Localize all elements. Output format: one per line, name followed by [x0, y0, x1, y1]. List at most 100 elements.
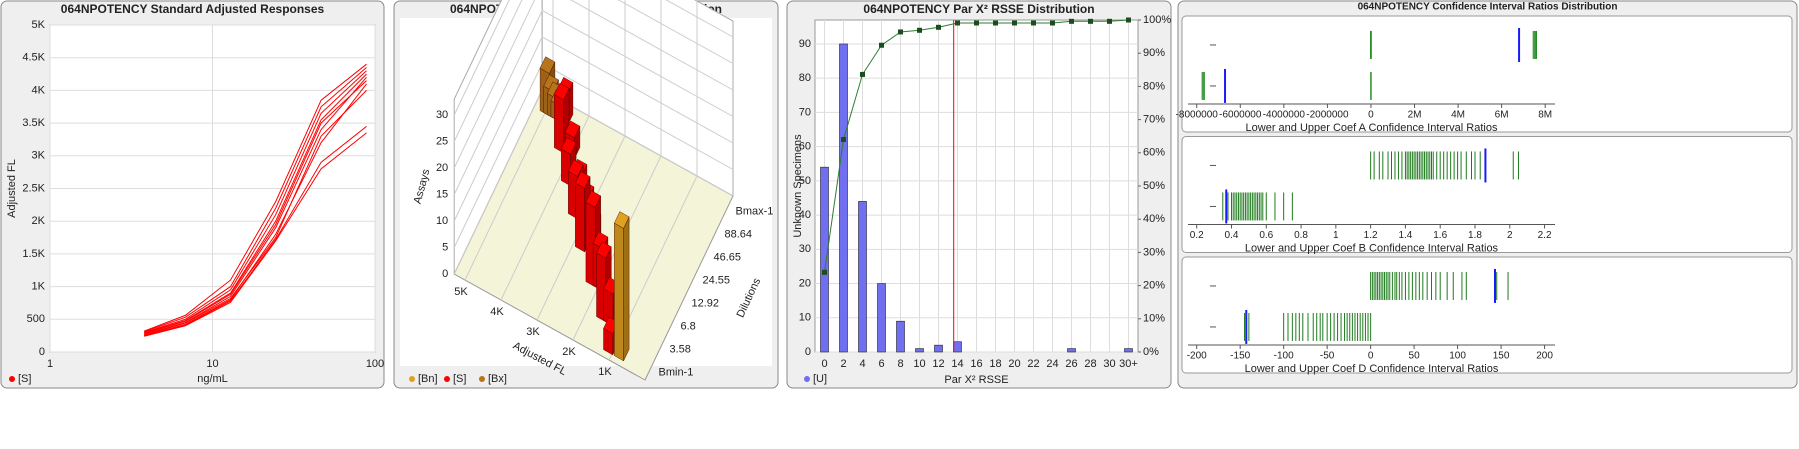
y2-tick-label: 70%: [1143, 114, 1165, 126]
y-tick-label: 1.5K: [22, 248, 45, 260]
z-tick-label: 25: [436, 135, 448, 147]
bar-face: [561, 137, 577, 155]
y-tick-label: 4K: [32, 84, 46, 96]
response-curve: [144, 90, 367, 336]
y2-tick-label: 0%: [1143, 346, 1159, 358]
x-tick-label: 2.2: [1538, 230, 1552, 241]
y-tick-label: 1K: [32, 281, 46, 293]
x-tick-label: 10: [913, 358, 925, 370]
x-tick-label: 200: [1536, 351, 1553, 362]
response-curve: [144, 73, 367, 334]
x-tick-label: 22: [1027, 358, 1039, 370]
bar-face: [614, 211, 630, 229]
cumulative-marker: [1107, 18, 1112, 24]
x-tick-label: 1.8: [1468, 230, 1482, 241]
bar: [858, 201, 867, 353]
bar: [820, 166, 829, 353]
bar: [915, 348, 924, 353]
response-curve: [144, 70, 367, 333]
x-tick-label: 0: [1368, 110, 1374, 121]
x-tick-label: 26: [1065, 358, 1077, 370]
y2-tick-label: 50%: [1143, 180, 1165, 192]
legend-label: [Bn]: [418, 373, 438, 385]
category-label: 3.58: [670, 343, 691, 355]
response-curve: [144, 76, 367, 335]
x-tick-label: 6: [878, 358, 884, 370]
bar: [614, 211, 630, 362]
y-tick-label: 30: [799, 243, 811, 255]
y-axis-label: Adjusted FL: [6, 159, 18, 218]
x-tick-label: -50: [1320, 351, 1335, 362]
grid-line: [453, 0, 734, 116]
x-tick-label: 30: [1103, 358, 1115, 370]
y2-tick-label: 90%: [1143, 47, 1165, 59]
x-tick-label: 28: [1084, 358, 1096, 370]
response-curve: [144, 132, 367, 337]
grid-line: [608, 1, 698, 361]
cumulative-marker: [917, 27, 922, 33]
bar-face: [614, 222, 624, 362]
grid-line: [536, 0, 626, 321]
subplot: [1181, 15, 1793, 133]
cumulative-marker: [898, 29, 903, 35]
x-tick-label: 10: [206, 358, 218, 370]
cumulative-marker: [841, 137, 846, 143]
y2-tick-label: 30%: [1143, 246, 1165, 258]
y-tick-label: 50: [799, 175, 811, 187]
y-tick-label: 0: [805, 346, 811, 358]
z-tick-label: 10: [436, 215, 448, 227]
bar: [839, 43, 848, 353]
x-tick-label: 12: [932, 358, 944, 370]
x-tick-label: 100: [1449, 351, 1466, 362]
y-tick-label: 80: [799, 72, 811, 84]
bar-face: [554, 82, 570, 101]
cumulative-marker: [822, 269, 827, 275]
x-axis-label: Par X² RSSE: [944, 374, 1008, 386]
category-label: 24.55: [703, 274, 731, 286]
x-tick-label: 1K: [598, 366, 612, 378]
x-tick-label: -4000000: [1263, 110, 1306, 121]
chart-title: 064NPOTENCY Standard Adjusted Responses: [61, 2, 325, 16]
x-tick-label: -2000000: [1306, 110, 1349, 121]
x-tick-label: -8000000: [1176, 110, 1219, 121]
x-tick-label: 0.6: [1259, 230, 1273, 241]
grid-line: [453, 0, 734, 169]
subplot: [1181, 256, 1793, 374]
bar: [953, 341, 962, 353]
legend-marker: [804, 376, 810, 382]
x-axis-label: Lower and Upper Coef B Confidence Interv…: [1245, 242, 1499, 254]
bar: [896, 320, 905, 353]
x-tick-label: -150: [1230, 351, 1250, 362]
y2-tick-label: 20%: [1143, 280, 1165, 292]
x-tick-label: 8: [897, 358, 903, 370]
cumulative-marker: [1069, 18, 1074, 24]
x-tick-label: 1.2: [1364, 230, 1378, 241]
y-tick-label: 2K: [32, 215, 46, 227]
y-axis-label: Unknown Specimens: [792, 134, 804, 238]
z-tick-label: 15: [436, 188, 448, 200]
x-tick-label: 0.4: [1225, 230, 1239, 241]
y-tick-label: 0: [39, 346, 45, 358]
cumulative-marker: [974, 20, 979, 26]
x-tick-label: 2M: [1408, 110, 1422, 121]
x-tick-label: 8M: [1538, 110, 1552, 121]
y2-tick-label: 80%: [1143, 80, 1165, 92]
bar-face: [554, 94, 564, 154]
y-tick-label: 5K: [32, 19, 46, 31]
y-tick-label: 60: [799, 141, 811, 153]
x-tick-label: 2: [1507, 230, 1513, 241]
x-tick-label: 2: [840, 358, 846, 370]
x-tick-label: 100: [366, 358, 384, 370]
y2-tick-label: 10%: [1143, 313, 1165, 325]
subplot: [1181, 136, 1793, 253]
x-tick-label: 1: [47, 358, 53, 370]
grid-line: [453, 9, 734, 195]
x-tick-label: 4M: [1451, 110, 1465, 121]
y-tick-label: 4.5K: [22, 52, 45, 64]
category-label: Bmax-1: [736, 205, 774, 217]
x-tick-label: 0: [1368, 351, 1374, 362]
grid-line: [500, 0, 590, 301]
cumulative-marker: [1050, 20, 1055, 26]
y-tick-label: 90: [799, 38, 811, 50]
